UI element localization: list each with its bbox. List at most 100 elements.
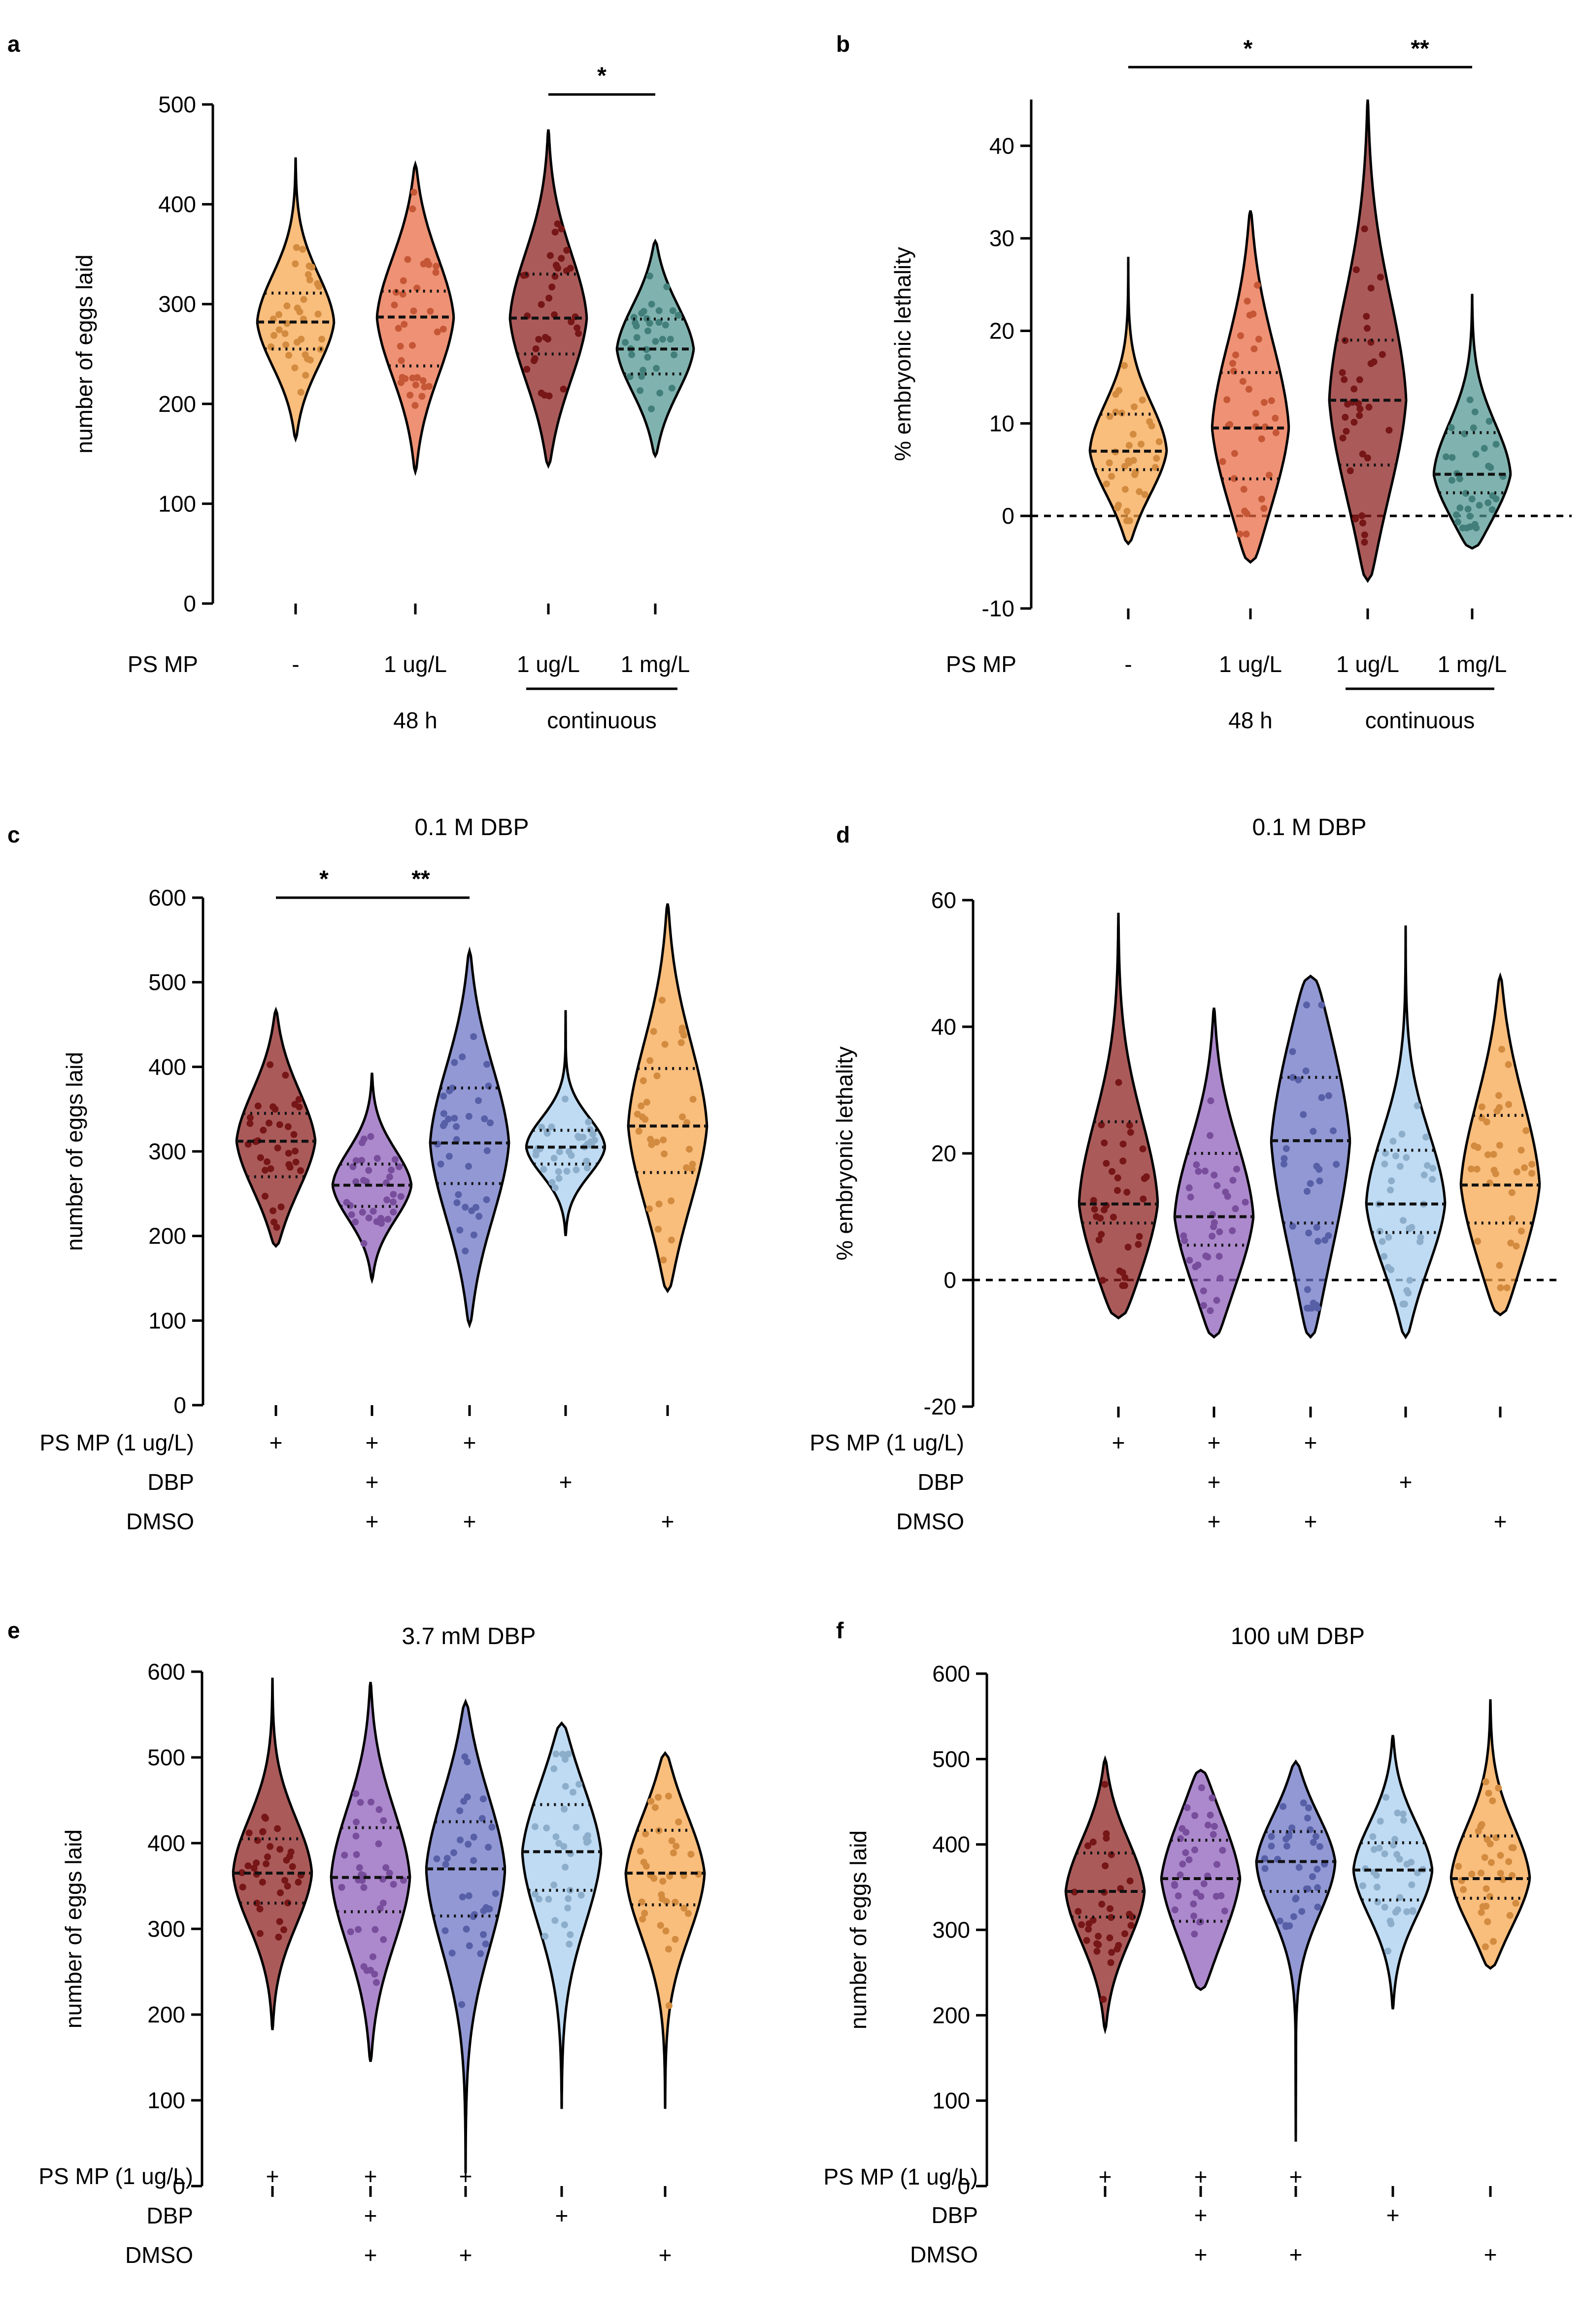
- data-point: [568, 318, 575, 326]
- data-point: [1116, 1267, 1123, 1275]
- violin-group: [521, 1721, 603, 2109]
- data-point: [1484, 1918, 1491, 1925]
- data-point: [259, 1828, 267, 1836]
- data-point: [1389, 1138, 1397, 1145]
- data-point: [273, 1224, 280, 1231]
- data-point: [297, 389, 304, 396]
- data-point: [1369, 1833, 1377, 1840]
- data-point: [246, 1114, 254, 1121]
- data-point: [670, 1849, 677, 1856]
- data-point: [1325, 1092, 1332, 1099]
- data-point: [1123, 1188, 1131, 1196]
- data-point: [386, 1869, 393, 1877]
- data-point: [1289, 1074, 1296, 1081]
- data-point: [283, 302, 291, 309]
- data-point: [285, 352, 293, 359]
- violin-group: [1352, 1735, 1434, 2010]
- data-point: [1367, 338, 1375, 346]
- condition-value: +: [459, 2163, 472, 2189]
- data-point: [1443, 453, 1449, 461]
- data-point: [299, 246, 306, 253]
- data-point: [1171, 1881, 1178, 1888]
- data-point: [1508, 1215, 1516, 1222]
- data-point: [406, 392, 414, 399]
- data-point: [567, 1931, 574, 1938]
- data-point: [1356, 376, 1363, 383]
- data-point: [1136, 1233, 1143, 1240]
- data-point: [461, 1753, 469, 1760]
- y-tick-label: 0: [944, 1267, 956, 1293]
- data-point: [562, 1783, 569, 1790]
- data-point: [352, 1832, 360, 1840]
- data-point: [554, 220, 561, 228]
- data-point: [1356, 405, 1364, 412]
- violin-group: [1088, 257, 1168, 546]
- data-point: [1318, 1001, 1325, 1009]
- data-point: [1513, 1168, 1520, 1176]
- data-point: [261, 1814, 269, 1821]
- data-point: [1512, 1900, 1519, 1907]
- data-point: [663, 283, 671, 291]
- data-point: [563, 1168, 571, 1175]
- violin-body: [627, 903, 708, 1293]
- data-point: [1330, 1127, 1337, 1135]
- data-point: [1466, 396, 1474, 404]
- data-point: [421, 383, 428, 391]
- panel-b: b -10 0 10 20 30 40 % embryonic lethality PS MP -…: [836, 31, 1572, 733]
- data-point: [360, 1240, 368, 1247]
- data-point: [1210, 1831, 1217, 1838]
- data-point: [1506, 1912, 1514, 1919]
- data-point: [470, 1231, 477, 1239]
- y-axis-title: % embryonic lethality: [890, 247, 915, 461]
- data-point: [1210, 1223, 1217, 1230]
- data-point: [1367, 284, 1375, 292]
- data-point: [658, 997, 666, 1004]
- y-axis-title: % embryonic lethality: [832, 1046, 857, 1261]
- data-point: [1429, 1165, 1437, 1172]
- data-point: [1497, 1870, 1504, 1877]
- data-point: [1098, 1121, 1105, 1129]
- data-point: [466, 1942, 473, 1950]
- data-point: [352, 1157, 360, 1164]
- data-point: [1304, 1286, 1311, 1293]
- data-point: [1499, 1876, 1507, 1883]
- data-point: [458, 2001, 466, 2008]
- data-point: [440, 1110, 447, 1117]
- data-point: [1236, 531, 1244, 538]
- condition-value: +: [659, 2242, 672, 2268]
- data-point: [1471, 1142, 1478, 1149]
- data-point: [280, 1926, 287, 1933]
- data-point: [1387, 1186, 1394, 1194]
- data-point: [1222, 1188, 1229, 1196]
- data-point: [1390, 1841, 1397, 1849]
- data-point: [1314, 1865, 1321, 1873]
- y-tick-label: 100: [158, 491, 196, 516]
- data-point: [1090, 1197, 1097, 1204]
- data-point: [277, 1889, 284, 1896]
- data-point: [1448, 476, 1455, 484]
- data-point: [570, 1788, 576, 1796]
- condition-value: +: [366, 1430, 379, 1455]
- violin-group: [1078, 912, 1159, 1320]
- data-point: [1187, 1193, 1194, 1201]
- data-point: [1138, 440, 1145, 448]
- data-point: [371, 1926, 379, 1933]
- condition-value: +: [463, 1430, 476, 1455]
- data-point: [546, 252, 554, 259]
- data-point: [1207, 1097, 1214, 1105]
- y-tick-label: 20: [989, 318, 1014, 344]
- data-point: [259, 1879, 266, 1886]
- data-point: [560, 1843, 568, 1850]
- y-tick-label: 0: [173, 1392, 186, 1418]
- data-point: [453, 1199, 461, 1207]
- y-tick-label: 30: [989, 226, 1014, 251]
- data-point: [1505, 1061, 1512, 1068]
- violin-group: [508, 129, 588, 469]
- data-point: [1316, 1843, 1323, 1850]
- data-point: [1316, 1177, 1323, 1184]
- data-point: [1496, 1104, 1503, 1111]
- data-point: [575, 330, 582, 337]
- data-point: [688, 1166, 696, 1173]
- data-point: [465, 1841, 472, 1848]
- data-point: [1374, 1884, 1381, 1891]
